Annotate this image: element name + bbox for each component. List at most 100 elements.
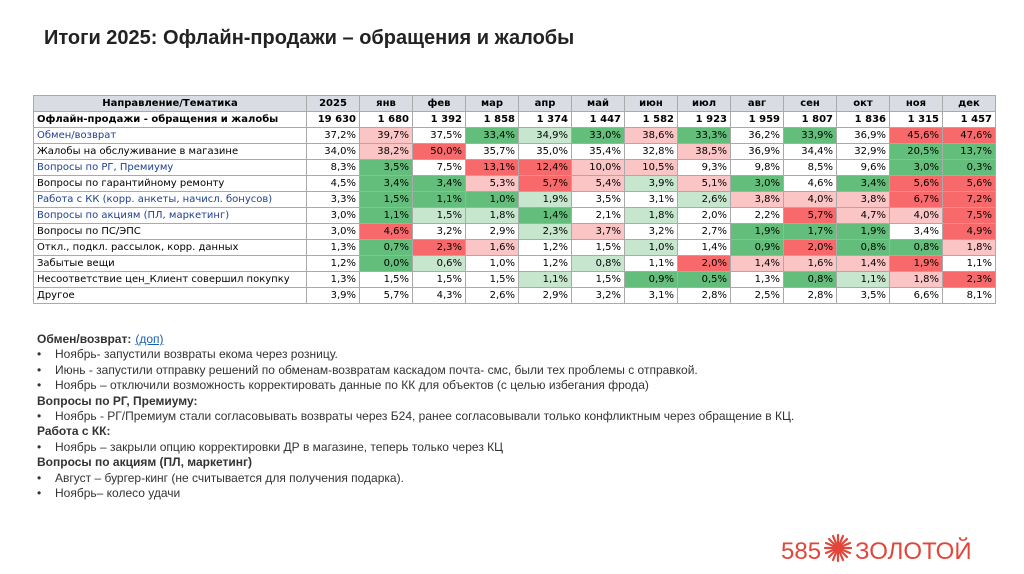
table-cell: 13,7% <box>942 143 996 160</box>
table-cell: 36,2% <box>730 127 784 144</box>
row-label: Офлайн-продажи - обращения и жалобы <box>33 111 307 128</box>
table-cell: 1,3% <box>306 271 360 288</box>
table-cell: 19 630 <box>306 111 360 128</box>
table-cell: 5,1% <box>677 175 731 192</box>
table-cell: 20,5% <box>889 143 943 160</box>
table-cell: 1,4% <box>730 255 784 272</box>
table-cell: 5,6% <box>942 175 996 192</box>
table-cell: 1,1% <box>942 255 996 272</box>
row-label: Обмен/возврат <box>33 127 307 144</box>
table-cell: 2,3% <box>942 271 996 288</box>
table-cell: 1,2% <box>306 255 360 272</box>
table-cell: 1,7% <box>783 223 837 240</box>
table-cell: 36,9% <box>730 143 784 160</box>
header-cell: июл <box>677 95 731 112</box>
table-cell: 1,3% <box>306 239 360 256</box>
table-cell: 4,6% <box>783 175 837 192</box>
table-cell: 3,7% <box>571 223 625 240</box>
table-cell: 2,1% <box>571 207 625 224</box>
table-cell: 1,5% <box>359 271 413 288</box>
header-cell: дек <box>942 95 996 112</box>
note-item: Ноябрь – закрыли опцию корректировки ДР … <box>37 440 794 455</box>
table-cell: 4,7% <box>836 207 890 224</box>
table-cell: 0,8% <box>783 271 837 288</box>
table-cell: 1,1% <box>836 271 890 288</box>
table-cell: 1,9% <box>889 255 943 272</box>
table-cell: 3,4% <box>359 175 413 192</box>
table-cell: 33,4% <box>465 127 519 144</box>
note-link[interactable]: (доп) <box>135 332 164 346</box>
table-row: Работа с КК (корр. анкеты, начисл. бонус… <box>33 191 996 208</box>
table-cell: 5,7% <box>518 175 572 192</box>
table-cell: 10,0% <box>571 159 625 176</box>
table-cell: 2,3% <box>518 223 572 240</box>
table-row: Вопросы по гарантийному ремонту 4,5% 3,4% 3… <box>33 175 996 192</box>
table-cell: 0,6% <box>412 255 466 272</box>
table-cell: 35,7% <box>465 143 519 160</box>
table-cell: 9,6% <box>836 159 890 176</box>
table-cell: 50,0% <box>412 143 466 160</box>
table-cell: 3,5% <box>836 287 890 304</box>
table-cell: 5,7% <box>783 207 837 224</box>
table-cell: 35,4% <box>571 143 625 160</box>
table-cell: 1,5% <box>571 271 625 288</box>
table-cell: 1,4% <box>677 239 731 256</box>
header-cell: фев <box>412 95 466 112</box>
table-cell: 4,3% <box>412 287 466 304</box>
table-cell: 2,2% <box>730 207 784 224</box>
table-cell: 1,6% <box>465 239 519 256</box>
table-cell: 1,0% <box>465 191 519 208</box>
table-cell: 7,5% <box>412 159 466 176</box>
table-cell: 32,8% <box>624 143 678 160</box>
header-cell: май <box>571 95 625 112</box>
table-cell: 32,9% <box>836 143 890 160</box>
table-cell: 1,4% <box>836 255 890 272</box>
table-cell: 0,9% <box>624 271 678 288</box>
header-cell: мар <box>465 95 519 112</box>
table-cell: 3,9% <box>306 287 360 304</box>
table-cell: 1,9% <box>836 223 890 240</box>
row-label: Забытые вещи <box>33 255 307 272</box>
table-cell: 1 836 <box>836 111 890 128</box>
table-cell: 12,4% <box>518 159 572 176</box>
header-row: Направление/Тематика 2025 янв фев мар апр май и… <box>33 95 996 112</box>
logo: 585 ЗОЛОТОЙ <box>781 533 972 566</box>
table-cell: 6,6% <box>889 287 943 304</box>
table-cell: 1,0% <box>465 255 519 272</box>
table-cell: 3,8% <box>730 191 784 208</box>
table-cell: 1 315 <box>889 111 943 128</box>
table-cell: 35,0% <box>518 143 572 160</box>
table-cell: 1 582 <box>624 111 678 128</box>
table-cell: 3,0% <box>306 223 360 240</box>
header-cell: янв <box>359 95 413 112</box>
table-cell: 3,2% <box>624 223 678 240</box>
table-row: Забытые вещи 1,2% 0,0% 0,6% 1,0% 1,2% 0,8% 1,1%… <box>33 255 996 272</box>
note-heading-text: Работа с КК: <box>37 424 111 439</box>
table-cell: 1,5% <box>412 271 466 288</box>
table-cell: 0,7% <box>359 239 413 256</box>
header-cell: авг <box>730 95 784 112</box>
table-cell: 1 680 <box>359 111 413 128</box>
table-cell: 2,5% <box>730 287 784 304</box>
note-item: Ноябрь - РГ/Премиум стали согласовывать … <box>37 409 794 424</box>
note-item: Август – бургер-кинг (не считывается для… <box>37 471 794 486</box>
table-cell: 13,1% <box>465 159 519 176</box>
table-cell: 2,8% <box>783 287 837 304</box>
table-cell: 2,0% <box>677 207 731 224</box>
table-cell: 45,6% <box>889 127 943 144</box>
table-cell: 47,6% <box>942 127 996 144</box>
note-heading: Вопросы по акциям (ПЛ, маркетинг) <box>37 455 794 470</box>
table-cell: 10,5% <box>624 159 678 176</box>
table-cell: 0,5% <box>677 271 731 288</box>
table-cell: 1 447 <box>571 111 625 128</box>
table-row: Откл., подкл. рассылок, корр. данных 1,3%… <box>33 239 996 256</box>
table-row: Вопросы по РГ, Премиуму 8,3% 3,5% 7,5% 13,1%… <box>33 159 996 176</box>
table-cell: 1 392 <box>412 111 466 128</box>
table-cell: 1,8% <box>624 207 678 224</box>
table-cell: 3,5% <box>359 159 413 176</box>
row-label: Вопросы по РГ, Премиуму <box>33 159 307 176</box>
header-cell: апр <box>518 95 572 112</box>
table-cell: 2,8% <box>677 287 731 304</box>
table-cell: 1,0% <box>624 239 678 256</box>
